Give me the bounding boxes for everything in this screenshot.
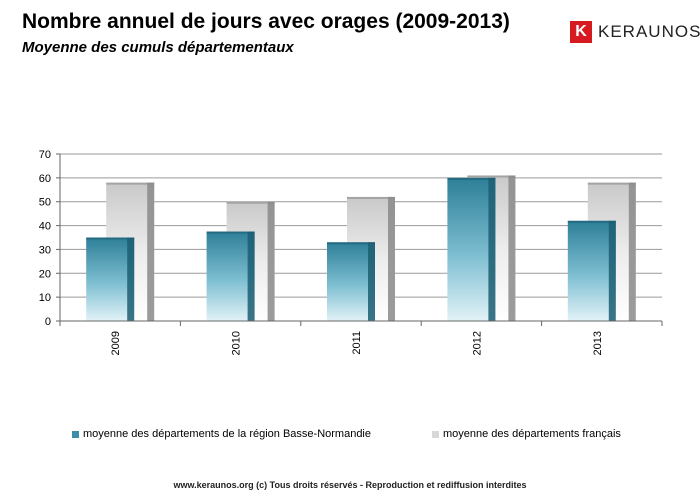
y-tick-label: 20 bbox=[39, 268, 51, 280]
y-tick-label: 70 bbox=[39, 149, 51, 161]
brand-name: KERAUNOS bbox=[598, 22, 700, 41]
bar-top-region-2012 bbox=[447, 177, 496, 180]
legend-item-france: moyenne des départements français bbox=[432, 428, 621, 440]
chart-title: Nombre annuel de jours avec orages (2009… bbox=[22, 10, 510, 33]
y-tick-label: 0 bbox=[45, 316, 51, 328]
bar-top-france-2010 bbox=[226, 201, 275, 204]
chart-subtitle: Moyenne des cumuls départementaux bbox=[22, 39, 294, 56]
bar-top-france-2013 bbox=[587, 182, 636, 185]
x-tick-label: 2013 bbox=[592, 331, 604, 355]
bar-side-france-2013 bbox=[628, 182, 636, 321]
bar-top-region-2011 bbox=[327, 242, 375, 245]
y-tick-label: 10 bbox=[39, 292, 51, 304]
bar-top-france-2009 bbox=[106, 182, 155, 185]
bar-top-region-2009 bbox=[86, 237, 135, 240]
y-tick-label: 50 bbox=[39, 197, 51, 209]
y-tick-label: 30 bbox=[39, 244, 51, 256]
bar-region-2012 bbox=[447, 177, 496, 321]
bar-region-2010 bbox=[206, 231, 255, 321]
bar-top-france-2011 bbox=[347, 196, 395, 199]
bar-side-region-2010 bbox=[247, 231, 255, 321]
bar-side-france-2012 bbox=[508, 175, 516, 321]
legend-label: moyenne des départements de la région Ba… bbox=[83, 428, 371, 440]
bar-region-2013 bbox=[567, 220, 616, 321]
bar-region-2011 bbox=[327, 242, 375, 321]
brand-mark-icon: K bbox=[570, 21, 592, 43]
legend-swatch-blue-icon bbox=[72, 430, 79, 438]
axes: 0 10 20 30 40 50 60 70 2009 2010 2011 2012 2013 bbox=[39, 149, 663, 355]
bar-side-region-2013 bbox=[608, 220, 616, 321]
bar-top-region-2010 bbox=[206, 231, 255, 234]
chart-legend: moyenne des départements de la région Ba… bbox=[70, 428, 670, 446]
footer-copyright: www.keraunos.org (c) Tous droits réservé… bbox=[173, 480, 527, 490]
x-tick-label: 2011 bbox=[351, 331, 363, 355]
bar-side-france-2011 bbox=[388, 196, 395, 321]
keraunos-logo: K KERAUNOS bbox=[570, 20, 700, 44]
x-tick-label: 2010 bbox=[231, 331, 243, 355]
legend-swatch-grey-icon bbox=[432, 430, 439, 438]
y-tick-label: 60 bbox=[39, 173, 51, 185]
legend-item-basse-normandie: moyenne des départements de la région Ba… bbox=[72, 428, 371, 440]
bar-side-france-2009 bbox=[147, 182, 155, 321]
bar-side-region-2012 bbox=[488, 177, 496, 321]
bar-region-2009 bbox=[86, 237, 135, 321]
bar-top-france-2012 bbox=[467, 175, 516, 178]
x-tick-label: 2012 bbox=[471, 331, 483, 355]
x-tick-label: 2009 bbox=[110, 331, 122, 355]
bar-side-region-2009 bbox=[127, 237, 135, 321]
legend-label: moyenne des départements français bbox=[443, 428, 621, 440]
bar-side-region-2011 bbox=[368, 242, 375, 321]
bar-side-france-2010 bbox=[267, 201, 275, 321]
y-tick-label: 40 bbox=[39, 221, 51, 233]
bars bbox=[86, 175, 636, 321]
bar-top-region-2013 bbox=[567, 220, 616, 223]
